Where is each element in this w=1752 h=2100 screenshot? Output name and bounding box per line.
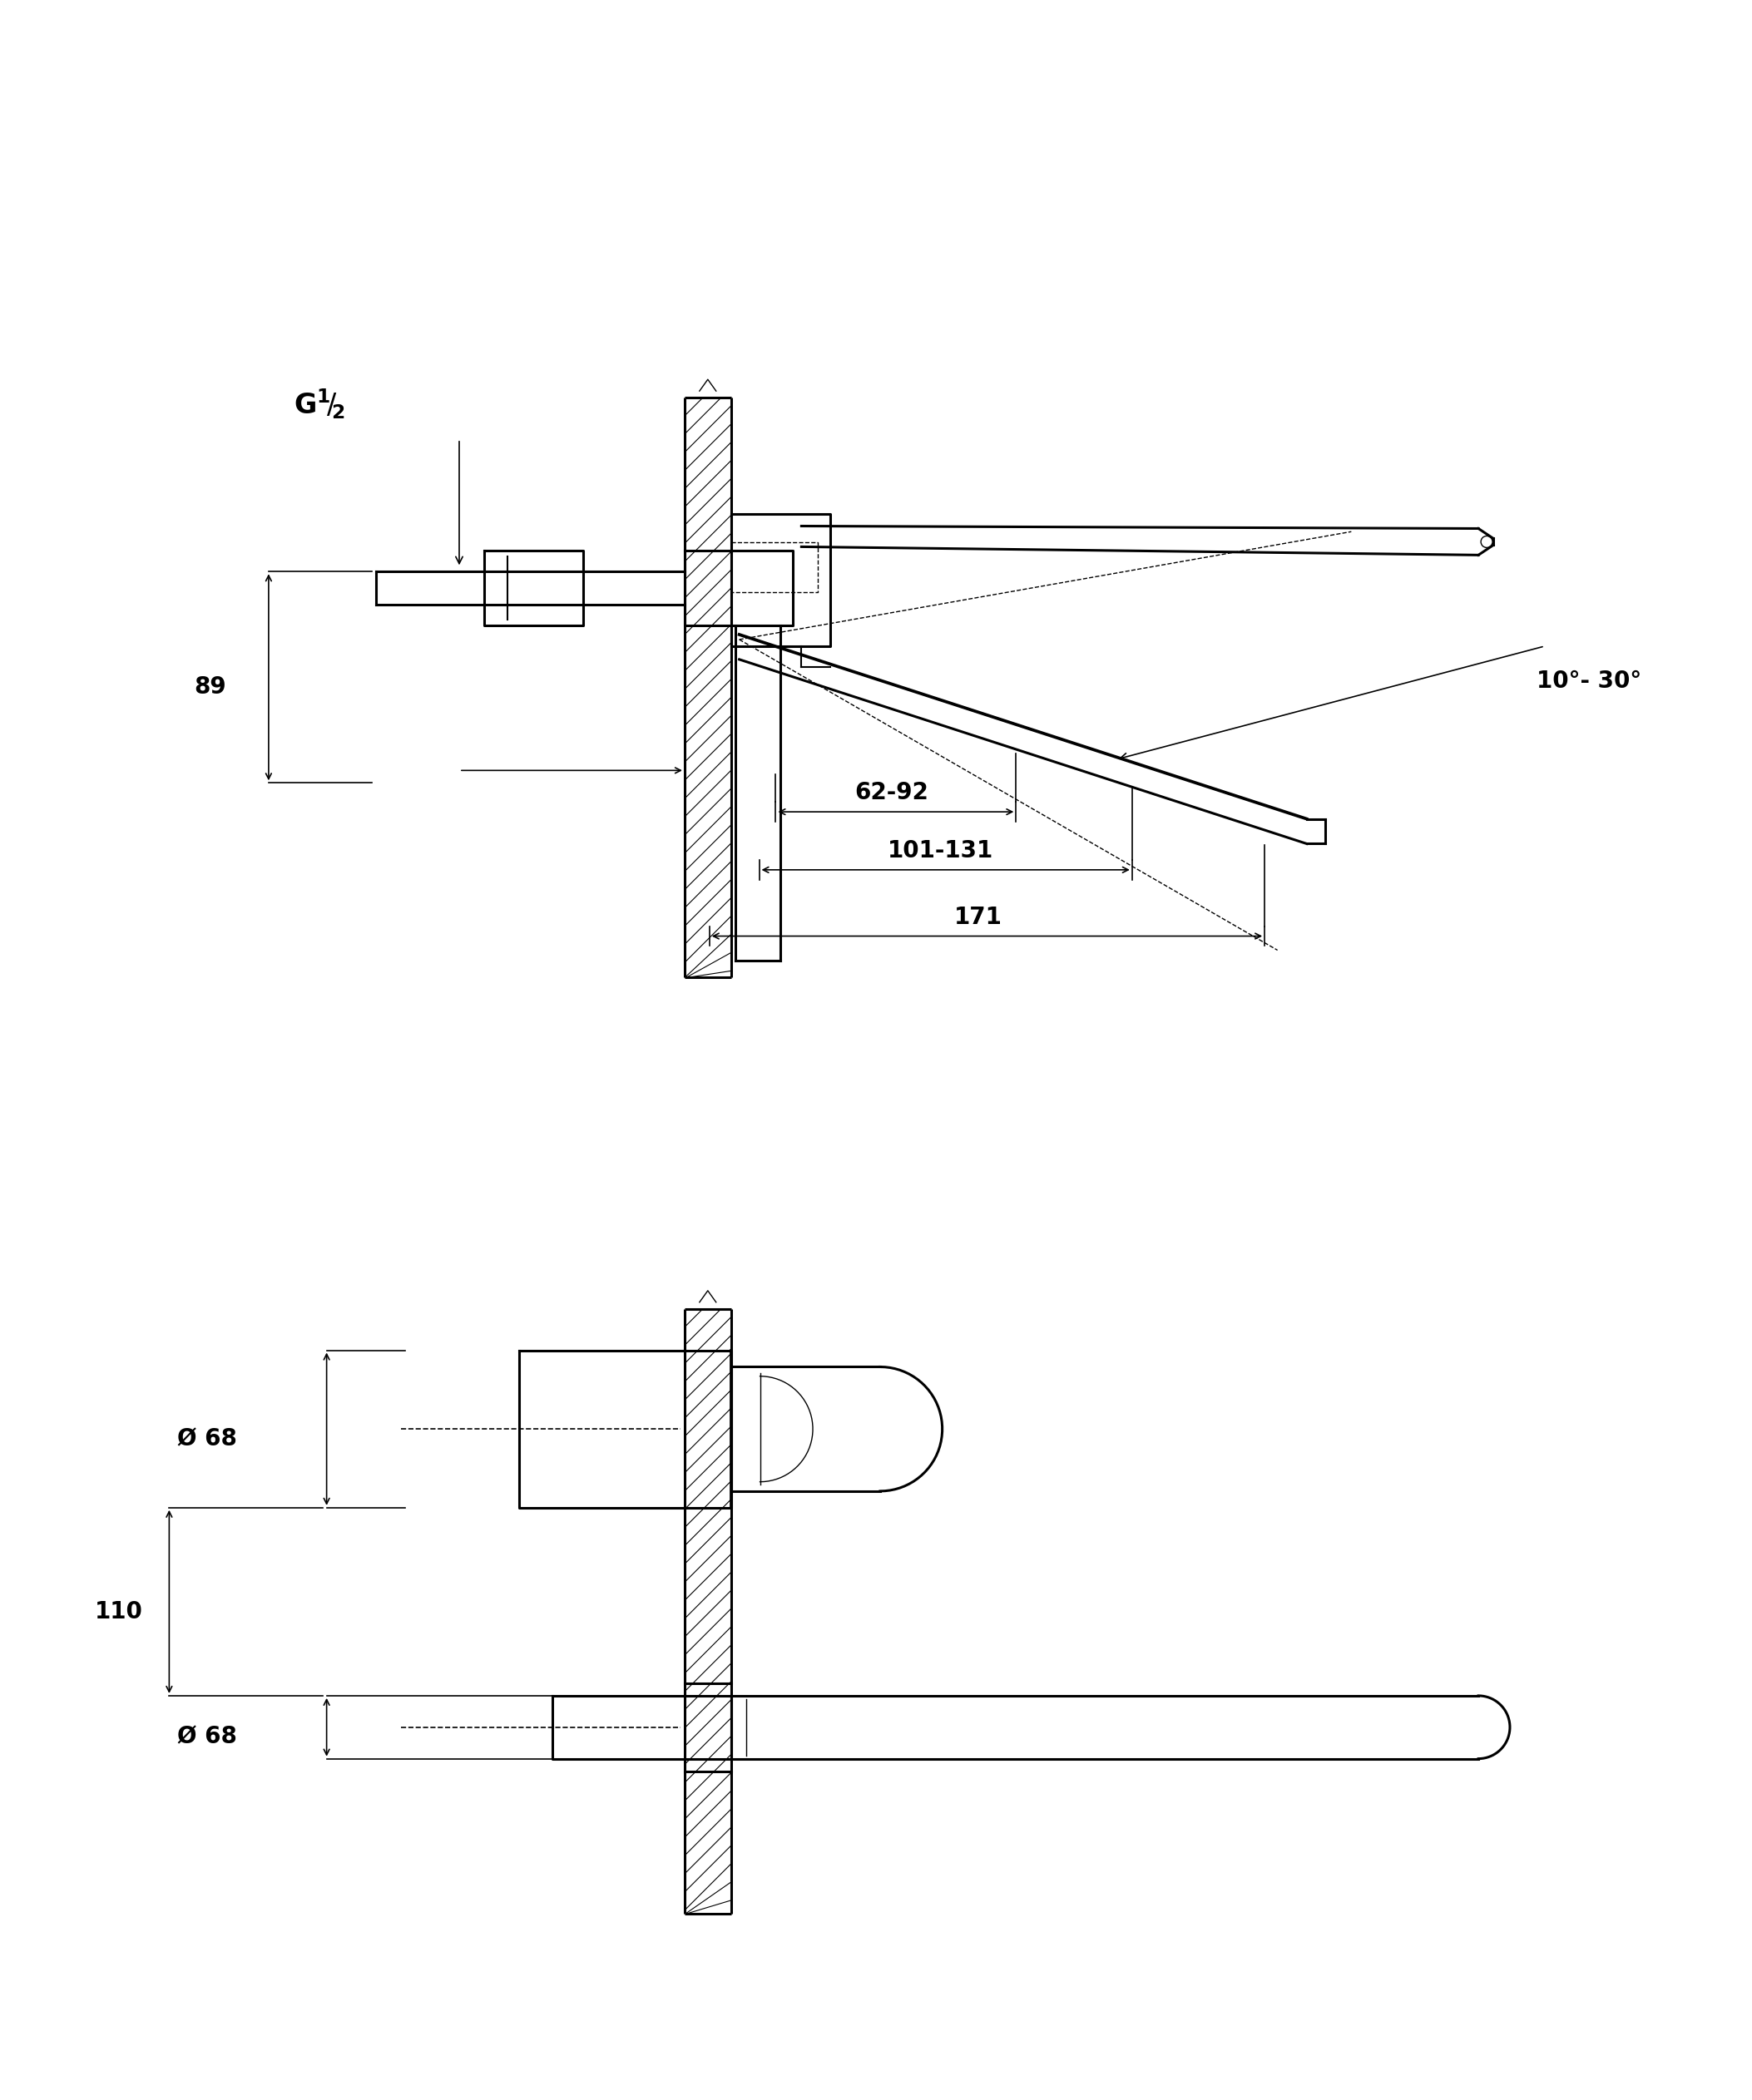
Text: 171: 171 bbox=[953, 905, 1002, 928]
Text: 101-131: 101-131 bbox=[888, 840, 993, 863]
Text: Ø 68: Ø 68 bbox=[177, 1428, 237, 1451]
Text: Ø 68: Ø 68 bbox=[177, 1726, 237, 1749]
Text: 89: 89 bbox=[194, 676, 226, 699]
Text: 110: 110 bbox=[95, 1600, 142, 1623]
Text: $\mathbf{G}^{\mathbf{1}}\!/\!_{\mathbf{2}}$: $\mathbf{G}^{\mathbf{1}}\!/\!_{\mathbf{2… bbox=[294, 386, 345, 420]
Text: 10°- 30°: 10°- 30° bbox=[1537, 670, 1642, 693]
Text: 62-92: 62-92 bbox=[855, 781, 929, 804]
